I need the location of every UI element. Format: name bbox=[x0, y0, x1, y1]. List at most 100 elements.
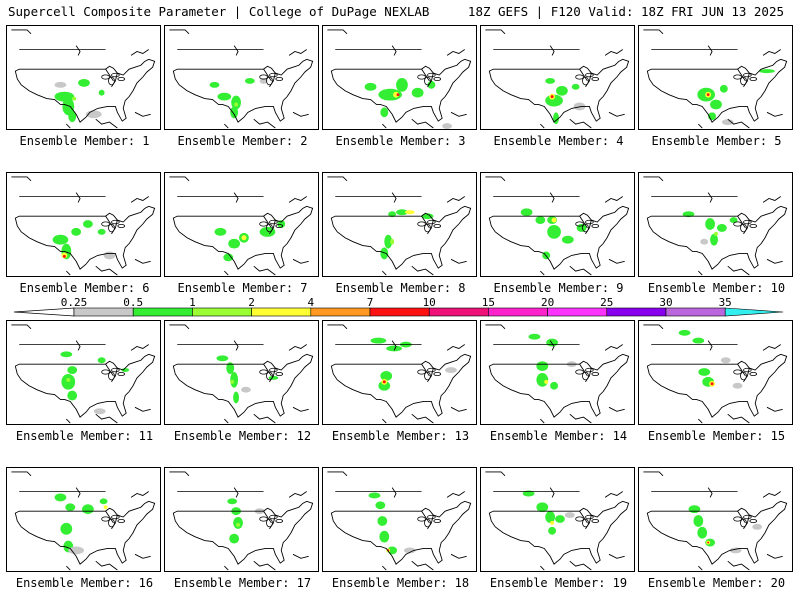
coastline bbox=[11, 471, 32, 477]
great-lake bbox=[582, 371, 589, 381]
coastline bbox=[737, 363, 746, 377]
scp-contour bbox=[78, 78, 90, 87]
color-scale-bar: 0.25 0.5 1 2 4 7 10 15 20 25 30 35 bbox=[13, 296, 784, 317]
member-label: Ensemble Member: 15 bbox=[647, 429, 786, 443]
coastline bbox=[134, 258, 151, 264]
coastline bbox=[698, 418, 703, 424]
coastline bbox=[391, 45, 397, 56]
colorbar-segment bbox=[73, 307, 134, 317]
scp-contour bbox=[759, 69, 775, 74]
great-lake bbox=[585, 219, 594, 225]
coastline bbox=[579, 510, 588, 524]
coastline bbox=[549, 192, 555, 203]
great-lake bbox=[269, 219, 278, 225]
coastline bbox=[411, 118, 434, 129]
scp-contour bbox=[229, 533, 240, 544]
great-lake bbox=[101, 369, 110, 375]
scp-contour bbox=[216, 355, 229, 362]
coastline bbox=[707, 340, 713, 351]
great-lake bbox=[433, 372, 442, 376]
scp-contour bbox=[99, 498, 108, 505]
coastline bbox=[263, 215, 272, 229]
great-lake bbox=[575, 221, 584, 227]
great-lake bbox=[417, 369, 426, 375]
coastline bbox=[540, 123, 545, 129]
coastline bbox=[737, 510, 746, 524]
scp-contour bbox=[561, 235, 574, 244]
great-lake bbox=[417, 516, 426, 522]
ensemble-member-map bbox=[638, 467, 793, 572]
coastline bbox=[737, 215, 746, 229]
scp-contour bbox=[54, 81, 67, 88]
great-lake bbox=[417, 74, 426, 80]
coastline bbox=[105, 68, 114, 82]
scp-contour bbox=[710, 99, 722, 110]
great-lake bbox=[591, 77, 600, 81]
scp-contour bbox=[706, 93, 710, 97]
great-lake bbox=[424, 518, 431, 528]
scp-contour bbox=[230, 372, 239, 388]
ensemble-member-map bbox=[322, 25, 477, 130]
scp-contour bbox=[551, 217, 557, 223]
great-lake bbox=[275, 224, 284, 228]
coastline bbox=[233, 192, 239, 203]
colorbar-high-arrow bbox=[724, 307, 784, 317]
scp-contour bbox=[223, 253, 234, 262]
member-map-canvas bbox=[11, 29, 156, 129]
coastline bbox=[540, 418, 545, 424]
great-lake bbox=[427, 72, 436, 78]
colorbar-tick-label: 20 bbox=[541, 296, 554, 309]
coastline bbox=[604, 344, 623, 351]
scp-contour bbox=[571, 83, 580, 90]
great-lake bbox=[266, 371, 273, 381]
scp-contour bbox=[62, 254, 66, 258]
scp-contour bbox=[60, 351, 73, 358]
great-lake bbox=[743, 514, 752, 520]
scp-contour bbox=[545, 511, 556, 523]
country-border bbox=[14, 205, 156, 270]
coastline bbox=[604, 196, 623, 203]
scp-contour bbox=[277, 220, 286, 228]
colorbar-segment bbox=[251, 307, 312, 317]
coastline bbox=[698, 123, 703, 129]
country-border bbox=[488, 58, 630, 123]
scp-contour bbox=[67, 390, 78, 401]
scp-contour bbox=[209, 81, 220, 88]
coastline bbox=[411, 413, 434, 424]
scp-contour bbox=[698, 368, 711, 376]
scp-contour bbox=[550, 520, 555, 525]
coastline bbox=[727, 118, 750, 129]
coastline bbox=[569, 413, 592, 424]
coastline bbox=[485, 471, 506, 477]
ensemble-member-map bbox=[6, 320, 161, 425]
country-border bbox=[14, 500, 156, 565]
great-lake bbox=[585, 72, 594, 78]
scp-contour bbox=[732, 382, 743, 389]
coastline bbox=[485, 324, 506, 330]
scp-contour bbox=[548, 526, 557, 535]
coastline bbox=[263, 363, 272, 377]
member-label: Ensemble Member: 14 bbox=[489, 429, 628, 443]
great-lake bbox=[424, 76, 431, 86]
colorbar-tick-label: 7 bbox=[367, 296, 374, 309]
scp-contour bbox=[393, 91, 400, 98]
coastline bbox=[446, 196, 465, 203]
scp-contour bbox=[217, 92, 232, 101]
great-lake bbox=[585, 514, 594, 520]
great-lake bbox=[740, 371, 747, 381]
scp-field bbox=[214, 220, 286, 262]
great-lake bbox=[108, 518, 115, 528]
coastline bbox=[95, 413, 118, 424]
ensemble-member-map bbox=[638, 320, 793, 425]
member-label: Ensemble Member: 11 bbox=[15, 429, 154, 443]
coastline bbox=[233, 487, 239, 498]
member-label: Ensemble Member: 16 bbox=[15, 576, 154, 590]
ensemble-member-map bbox=[480, 172, 635, 277]
ensemble-member-map bbox=[638, 172, 793, 277]
colorbar-tick-label: 25 bbox=[600, 296, 613, 309]
scp-contour bbox=[214, 227, 227, 236]
scp-contour bbox=[710, 233, 718, 246]
map-title: Supercell Composite Parameter | College … bbox=[8, 4, 430, 19]
coastline bbox=[579, 215, 588, 229]
coastline bbox=[579, 68, 588, 82]
